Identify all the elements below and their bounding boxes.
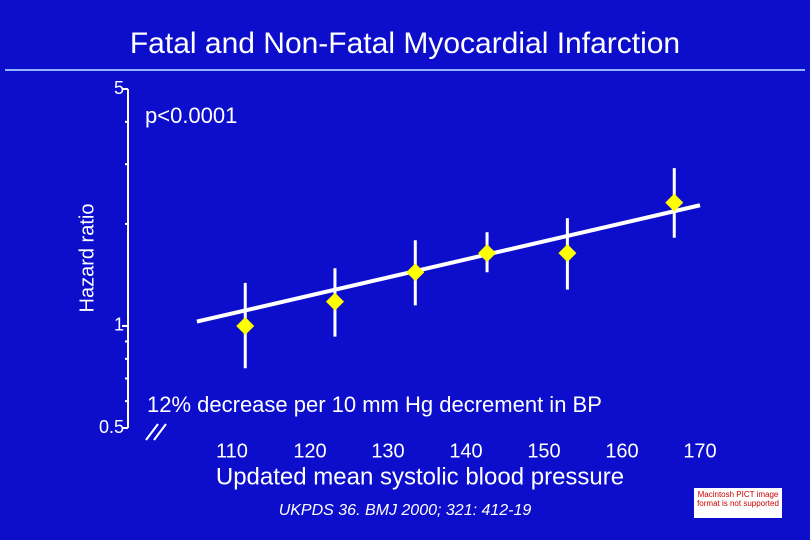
y-tick-label: 0.5: [99, 417, 124, 437]
citation: UKPDS 36. BMJ 2000; 321: 412-19: [279, 502, 532, 519]
x-tick-label: 160: [605, 440, 638, 462]
chart-title: Fatal and Non-Fatal Myocardial Infarctio…: [130, 27, 680, 60]
pict-notice-wrap: Macintosh PICT image format is not suppo…: [697, 490, 779, 508]
point: [478, 244, 497, 263]
point: [236, 316, 255, 335]
point: [665, 193, 684, 212]
x-tick-label: 150: [527, 440, 560, 462]
x-tick-label: 140: [449, 440, 482, 462]
y-axis-label: Hazard ratio: [76, 204, 98, 313]
point: [325, 292, 344, 311]
x-tick-label: 110: [216, 440, 248, 462]
p-value: p<0.0001: [145, 103, 237, 128]
annotation: 12% decrease per 10 mm Hg decrement in B…: [147, 392, 602, 417]
x-tick-label: 130: [371, 440, 404, 462]
axis-break: [145, 423, 167, 441]
x-tick-label: 120: [293, 440, 326, 462]
pict-box: [694, 488, 782, 518]
x-tick-label: 170: [683, 440, 716, 462]
trend-line: [196, 203, 701, 324]
y-tick-label: 1: [114, 315, 124, 335]
point: [558, 244, 577, 263]
y-tick-label: 5: [114, 78, 124, 98]
point: [406, 263, 425, 282]
x-axis-label: Updated mean systolic blood pressure: [216, 463, 624, 490]
pict-notice: Macintosh PICT image format is not suppo…: [697, 490, 779, 508]
